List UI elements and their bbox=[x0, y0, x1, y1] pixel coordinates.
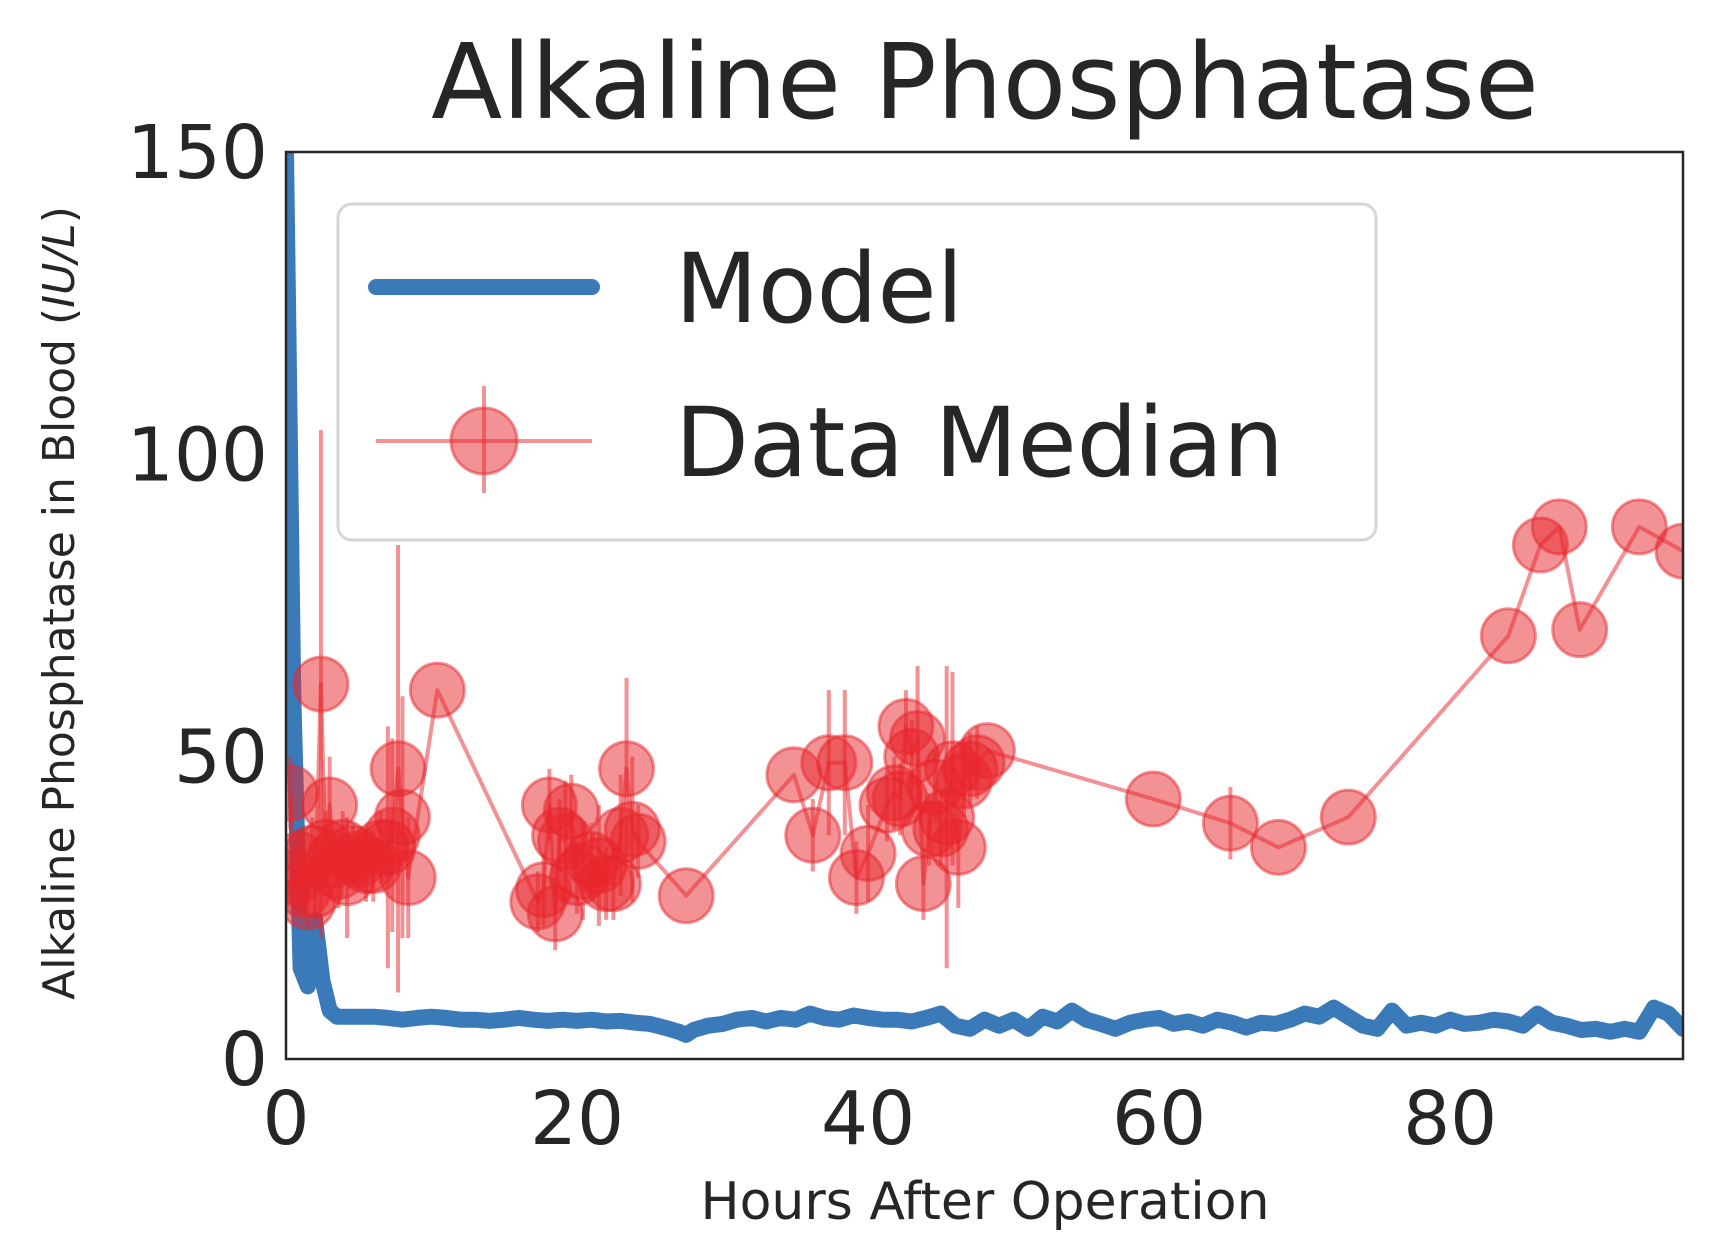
x-axis-label: Hours After Operation bbox=[700, 1172, 1269, 1232]
data-median-point bbox=[1530, 498, 1588, 556]
data-median-point bbox=[816, 734, 874, 792]
data-median-point bbox=[1654, 522, 1683, 580]
data-median-point bbox=[408, 661, 466, 719]
data-median-point bbox=[598, 740, 656, 798]
data-median-point bbox=[1249, 818, 1307, 876]
y-tick-label: 100 bbox=[127, 412, 268, 498]
plot-area: 0 20 40 60 80 0 50 100 150 bbox=[127, 110, 1685, 1162]
data-median-point bbox=[929, 818, 987, 876]
data-median-point bbox=[292, 655, 350, 713]
legend: Model Data Median bbox=[336, 202, 1378, 542]
y-axis-label-text: Alkaline Phosphatase in Blood ( bbox=[34, 308, 85, 1000]
data-median-point bbox=[1551, 601, 1609, 659]
data-median-point bbox=[958, 722, 1016, 780]
data-median-point bbox=[657, 867, 715, 925]
data-median-point bbox=[609, 812, 667, 870]
chart-title: Alkaline Phosphatase bbox=[431, 21, 1539, 143]
data-median-point bbox=[839, 824, 897, 882]
data-median-point bbox=[1124, 770, 1182, 828]
legend-data-swatch-marker bbox=[449, 406, 519, 476]
y-axis-label-close: ) bbox=[34, 206, 85, 223]
y-axis-label-unit: IU/L bbox=[34, 223, 85, 308]
x-tick-label: 60 bbox=[1112, 1076, 1206, 1162]
data-median-point bbox=[1479, 607, 1537, 665]
y-tick-label: 50 bbox=[174, 715, 268, 801]
data-median-point bbox=[1201, 794, 1259, 852]
y-tick-label: 150 bbox=[127, 110, 268, 196]
data-median-point bbox=[542, 782, 600, 840]
data-median-point bbox=[784, 806, 842, 864]
x-tick-label: 20 bbox=[530, 1076, 624, 1162]
x-tick-label: 80 bbox=[1403, 1076, 1497, 1162]
model-line bbox=[286, 152, 1683, 1043]
x-tick-label: 40 bbox=[821, 1076, 915, 1162]
data-median-point bbox=[379, 849, 437, 907]
svg-text:Alkaline Phosphatase in Blood: Alkaline Phosphatase in Blood (IU/L) bbox=[34, 206, 85, 1000]
plot-data-layer bbox=[286, 152, 1683, 1043]
data-median-point bbox=[1610, 498, 1668, 556]
y-axis-label: Alkaline Phosphatase in Blood (IU/L) bbox=[34, 206, 85, 1000]
data-median-point bbox=[373, 788, 431, 846]
data-median-line bbox=[288, 524, 1683, 916]
x-tick-label: 0 bbox=[262, 1076, 309, 1162]
data-median-point bbox=[1319, 788, 1377, 846]
data-median-point bbox=[369, 740, 427, 798]
axes-frame bbox=[284, 150, 1685, 1061]
y-tick-label: 0 bbox=[221, 1017, 268, 1103]
legend-data-label: Data Median bbox=[675, 387, 1284, 499]
legend-model-label: Model bbox=[675, 233, 963, 345]
